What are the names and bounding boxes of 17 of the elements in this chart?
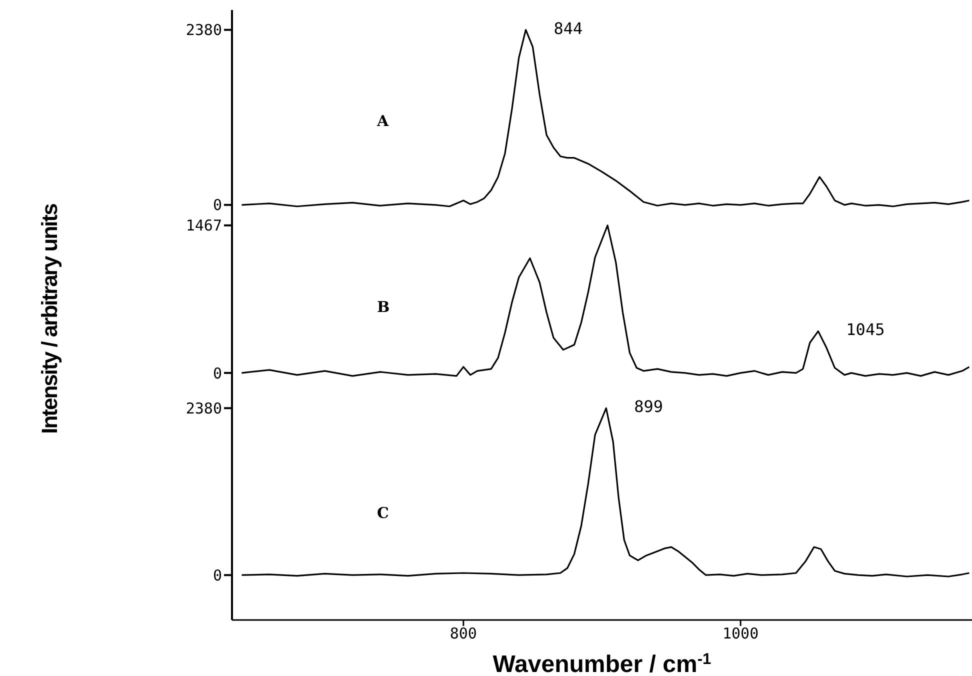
y-tick-label: 2380 — [186, 399, 222, 418]
x-tick-label: 800 — [450, 624, 477, 643]
y-tick-label: 0 — [212, 566, 222, 584]
x-axis-title: Wavenumber / cm$^{-1}$ — [492, 650, 712, 676]
x-tick-label: 1000 — [722, 624, 759, 643]
annotation: B — [377, 298, 390, 316]
annotation: A — [377, 112, 389, 130]
y-tick-label: 2380 — [186, 21, 222, 40]
y-tick-label: 0 — [212, 364, 222, 382]
line-series — [240, 224, 970, 377]
annotation: C — [377, 504, 389, 522]
y-axis-title: Intensity / arbitrary units — [37, 204, 63, 434]
y-tick-label: 1467 — [186, 216, 222, 235]
annotation: 844 — [554, 18, 583, 38]
annotation: 899 — [634, 397, 664, 416]
annotation: 1045 — [846, 320, 885, 340]
y-tick-label: 0 — [212, 196, 222, 214]
